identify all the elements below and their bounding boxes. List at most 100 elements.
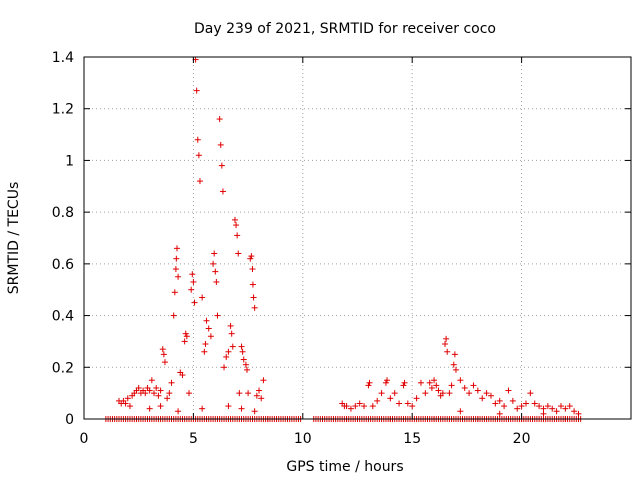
data-point xyxy=(175,273,182,280)
data-point xyxy=(487,392,494,399)
data-point xyxy=(258,395,265,402)
data-point xyxy=(223,353,230,360)
data-point xyxy=(236,390,243,397)
data-point xyxy=(540,405,547,412)
data-point xyxy=(159,346,166,353)
data-point xyxy=(171,289,178,296)
data-point xyxy=(566,403,573,410)
data-point xyxy=(221,364,228,371)
data-point xyxy=(352,403,359,410)
axes: 0 0.2 0.4 0.6 0.8 1 1.2 1.4 0 5 10 15 20 xyxy=(52,50,631,447)
y-axis-label: SRMTID / TECUs xyxy=(6,182,22,295)
data-point xyxy=(387,395,394,402)
data-point xyxy=(575,410,582,417)
data-point xyxy=(431,377,438,384)
data-point xyxy=(457,408,464,415)
data-point xyxy=(183,333,190,340)
data-point xyxy=(211,250,218,257)
data-point xyxy=(244,366,251,373)
data-point xyxy=(207,333,214,340)
data-point xyxy=(442,341,449,348)
x-axis-label: GPS time / hours xyxy=(286,459,403,475)
data-point xyxy=(413,395,420,402)
y-tick-label: 0.2 xyxy=(52,360,74,376)
data-point xyxy=(553,408,560,415)
data-point xyxy=(260,377,267,384)
data-point xyxy=(188,286,195,293)
data-point xyxy=(245,390,252,397)
data-point xyxy=(404,400,411,407)
data-point xyxy=(514,405,521,412)
data-point xyxy=(151,390,158,397)
data-point xyxy=(479,395,486,402)
data-point xyxy=(527,390,534,397)
data-point xyxy=(409,403,416,410)
x-tick-label: 0 xyxy=(80,431,89,447)
data-point xyxy=(461,384,468,391)
data-point xyxy=(384,377,391,384)
data-point xyxy=(557,403,564,410)
data-point xyxy=(122,400,129,407)
data-point xyxy=(256,387,263,394)
data-point xyxy=(544,403,551,410)
data-point xyxy=(466,390,473,397)
data-point xyxy=(194,136,201,143)
data-point xyxy=(155,392,162,399)
data-point xyxy=(540,410,547,417)
data-point xyxy=(439,390,446,397)
data-point xyxy=(153,384,160,391)
data-point xyxy=(444,348,451,355)
data-point xyxy=(443,335,450,342)
data-point xyxy=(186,390,193,397)
data-point xyxy=(227,322,234,329)
y-tick-label: 0.8 xyxy=(52,205,74,221)
data-point xyxy=(401,379,408,386)
data-point xyxy=(426,379,433,386)
data-point xyxy=(199,294,206,301)
data-point xyxy=(378,390,385,397)
data-point xyxy=(249,266,256,273)
data-point xyxy=(433,382,440,389)
data-point xyxy=(228,330,235,337)
data-point xyxy=(251,408,258,415)
data-point xyxy=(238,343,245,350)
data-point xyxy=(157,387,164,394)
data-point xyxy=(191,299,198,306)
data-point xyxy=(417,379,424,386)
data-point xyxy=(522,400,529,407)
x-tick-label: 5 xyxy=(189,431,198,447)
y-tick-label: 1.2 xyxy=(52,102,74,118)
data-point xyxy=(157,403,164,410)
data-point xyxy=(474,387,481,394)
data-point xyxy=(168,379,175,386)
data-point xyxy=(190,278,197,285)
data-point xyxy=(518,403,525,410)
plot-frame xyxy=(83,56,632,420)
chart-title: Day 239 of 2021, SRMTID for receiver coc… xyxy=(194,21,496,37)
grid-lines xyxy=(84,57,631,419)
data-point xyxy=(160,351,167,358)
data-point xyxy=(214,312,221,319)
data-point xyxy=(166,390,173,397)
x-tick-label: 10 xyxy=(294,431,312,447)
data-point xyxy=(536,403,543,410)
data-point xyxy=(170,312,177,319)
data-point xyxy=(446,390,453,397)
data-point xyxy=(175,408,182,415)
data-point xyxy=(182,330,189,337)
data-point xyxy=(229,343,236,350)
data-point xyxy=(216,116,223,123)
data-point xyxy=(509,397,516,404)
data-point xyxy=(135,384,142,391)
data-point xyxy=(483,390,490,397)
data-point xyxy=(173,255,180,262)
data-point xyxy=(205,325,212,332)
data-point xyxy=(369,403,376,410)
data-point xyxy=(213,278,220,285)
data-point xyxy=(172,266,179,273)
data-point xyxy=(217,141,224,148)
y-tick-label: 0.4 xyxy=(52,309,74,325)
y-tick-label: 1 xyxy=(65,153,74,169)
y-tick-label: 0 xyxy=(65,412,74,428)
data-point xyxy=(374,397,381,404)
